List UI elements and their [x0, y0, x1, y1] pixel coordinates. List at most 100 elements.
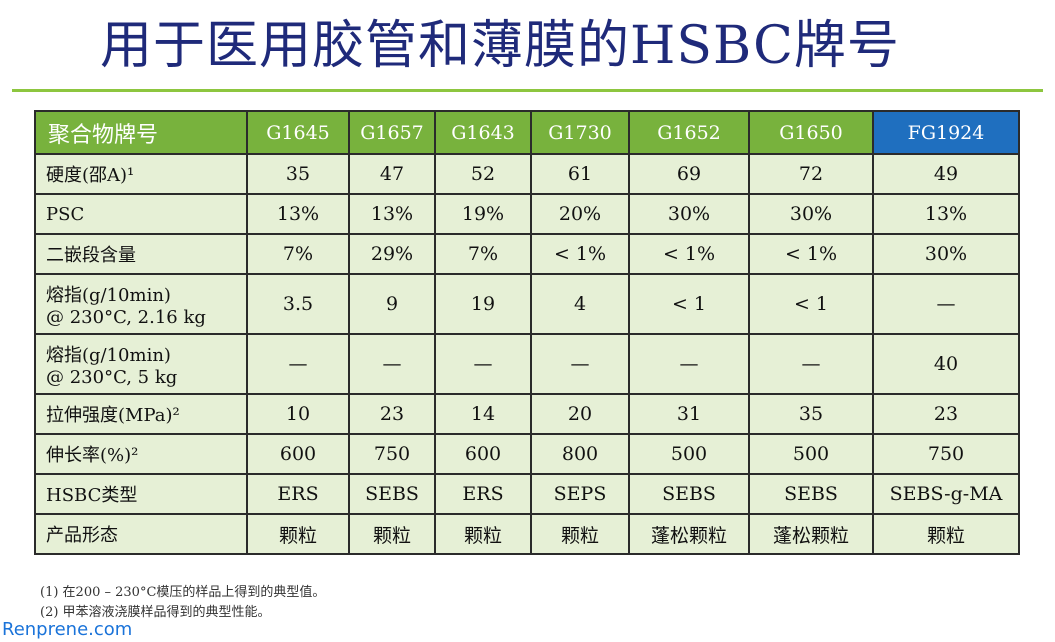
row-label-line: 熔指(g/10min): [46, 284, 171, 306]
table-cell: 29%: [348, 233, 436, 275]
row-label: 熔指(g/10min) @ 230°C, 2.16 kg: [34, 273, 248, 335]
table-cell: 23: [872, 393, 1020, 435]
table-cell: 7%: [246, 233, 350, 275]
table-cell: 30%: [748, 193, 874, 235]
table-cell: —: [872, 273, 1020, 335]
table-cell: 600: [246, 433, 350, 475]
table-cell: —: [434, 333, 532, 395]
row-label: 二嵌段含量: [34, 233, 248, 275]
table-cell: < 1%: [628, 233, 750, 275]
footnotes: (1) 在200 – 230°C模压的样品上得到的典型值。 (2) 甲苯溶液浇膜…: [40, 583, 325, 623]
table-row: 伸长率(%)² 600 750 600 800 500 500 750: [34, 433, 1020, 475]
table-cell: 9: [348, 273, 436, 335]
title-divider: [12, 89, 1043, 92]
table-cell: 颗粒: [246, 513, 350, 555]
table-cell: SEBS-g-MA: [872, 473, 1020, 515]
table-cell: 31: [628, 393, 750, 435]
table-cell: 800: [530, 433, 630, 475]
row-label-line: 熔指(g/10min): [46, 344, 171, 366]
header-cell-highlighted: FG1924: [872, 110, 1020, 155]
table-cell: —: [530, 333, 630, 395]
header-cell: G1657: [348, 110, 436, 155]
header-cell: G1730: [530, 110, 630, 155]
table-cell: < 1%: [530, 233, 630, 275]
table-cell: 500: [628, 433, 750, 475]
table-row: 硬度(邵A)¹ 35 47 52 61 69 72 49: [34, 153, 1020, 195]
table-cell: < 1: [748, 273, 874, 335]
table-cell: 30%: [872, 233, 1020, 275]
table-cell: < 1%: [748, 233, 874, 275]
table-cell: 52: [434, 153, 532, 195]
header-cell: G1652: [628, 110, 750, 155]
footnote: (2) 甲苯溶液浇膜样品得到的典型性能。: [40, 605, 271, 620]
table-cell: SEBS: [748, 473, 874, 515]
table-cell: 20: [530, 393, 630, 435]
table-cell: 14: [434, 393, 532, 435]
page-title: 用于医用胶管和薄膜的HSBC牌号: [100, 16, 900, 76]
table-cell: 40: [872, 333, 1020, 395]
table-cell: 23: [348, 393, 436, 435]
table-cell: 69: [628, 153, 750, 195]
table-cell: 19%: [434, 193, 532, 235]
row-label-line: @ 230°C, 2.16 kg: [46, 306, 206, 328]
table-cell: —: [348, 333, 436, 395]
table-cell: 35: [246, 153, 350, 195]
row-label: 拉伸强度(MPa)²: [34, 393, 248, 435]
table-cell: 30%: [628, 193, 750, 235]
table-cell: —: [748, 333, 874, 395]
table-cell: 19: [434, 273, 532, 335]
table-cell: 13%: [348, 193, 436, 235]
header-cell: 聚合物牌号: [34, 110, 248, 155]
table-cell: 600: [434, 433, 532, 475]
grade-table: 聚合物牌号 G1645 G1657 G1643 G1730 G1652 G165…: [34, 110, 1020, 555]
table-cell: 蓬松颗粒: [628, 513, 750, 555]
table-cell: 49: [872, 153, 1020, 195]
site-watermark: Renprene.com: [2, 619, 133, 640]
table-header-row: 聚合物牌号 G1645 G1657 G1643 G1730 G1652 G165…: [34, 110, 1020, 155]
table-cell: 500: [748, 433, 874, 475]
table-cell: 7%: [434, 233, 532, 275]
footnote: (1) 在200 – 230°C模压的样品上得到的典型值。: [40, 585, 326, 600]
row-label: 产品形态: [34, 513, 248, 555]
table-cell: SEBS: [628, 473, 750, 515]
row-label: HSBC类型: [34, 473, 248, 515]
header-cell: G1645: [246, 110, 350, 155]
header-cell: G1650: [748, 110, 874, 155]
table-cell: 颗粒: [348, 513, 436, 555]
table-row: 拉伸强度(MPa)² 10 23 14 20 31 35 23: [34, 393, 1020, 435]
table-cell: < 1: [628, 273, 750, 335]
table-cell: 13%: [246, 193, 350, 235]
header-cell: G1643: [434, 110, 532, 155]
table-row: PSC 13% 13% 19% 20% 30% 30% 13%: [34, 193, 1020, 235]
table-row: 二嵌段含量 7% 29% 7% < 1% < 1% < 1% 30%: [34, 233, 1020, 275]
table-cell: SEBS: [348, 473, 436, 515]
table-cell: 颗粒: [530, 513, 630, 555]
table-cell: 颗粒: [434, 513, 532, 555]
table-cell: 47: [348, 153, 436, 195]
table-cell: 颗粒: [872, 513, 1020, 555]
table-cell: 20%: [530, 193, 630, 235]
table-row: 产品形态 颗粒 颗粒 颗粒 颗粒 蓬松颗粒 蓬松颗粒 颗粒: [34, 513, 1020, 555]
row-label-line: @ 230°C, 5 kg: [46, 366, 178, 388]
table-cell: 72: [748, 153, 874, 195]
table-cell: 750: [348, 433, 436, 475]
table-cell: ERS: [434, 473, 532, 515]
table-cell: 蓬松颗粒: [748, 513, 874, 555]
table-cell: 4: [530, 273, 630, 335]
table-cell: 10: [246, 393, 350, 435]
table-cell: 750: [872, 433, 1020, 475]
table-cell: 61: [530, 153, 630, 195]
table-cell: ERS: [246, 473, 350, 515]
table-cell: 13%: [872, 193, 1020, 235]
table-row: 熔指(g/10min) @ 230°C, 5 kg — — — — — — 40: [34, 333, 1020, 395]
table-row: HSBC类型 ERS SEBS ERS SEPS SEBS SEBS SEBS-…: [34, 473, 1020, 515]
table-cell: SEPS: [530, 473, 630, 515]
row-label: 熔指(g/10min) @ 230°C, 5 kg: [34, 333, 248, 395]
table-cell: 3.5: [246, 273, 350, 335]
row-label: 硬度(邵A)¹: [34, 153, 248, 195]
row-label: 伸长率(%)²: [34, 433, 248, 475]
table-cell: —: [246, 333, 350, 395]
row-label: PSC: [34, 193, 248, 235]
table-row: 熔指(g/10min) @ 230°C, 2.16 kg 3.5 9 19 4 …: [34, 273, 1020, 335]
table-cell: 35: [748, 393, 874, 435]
